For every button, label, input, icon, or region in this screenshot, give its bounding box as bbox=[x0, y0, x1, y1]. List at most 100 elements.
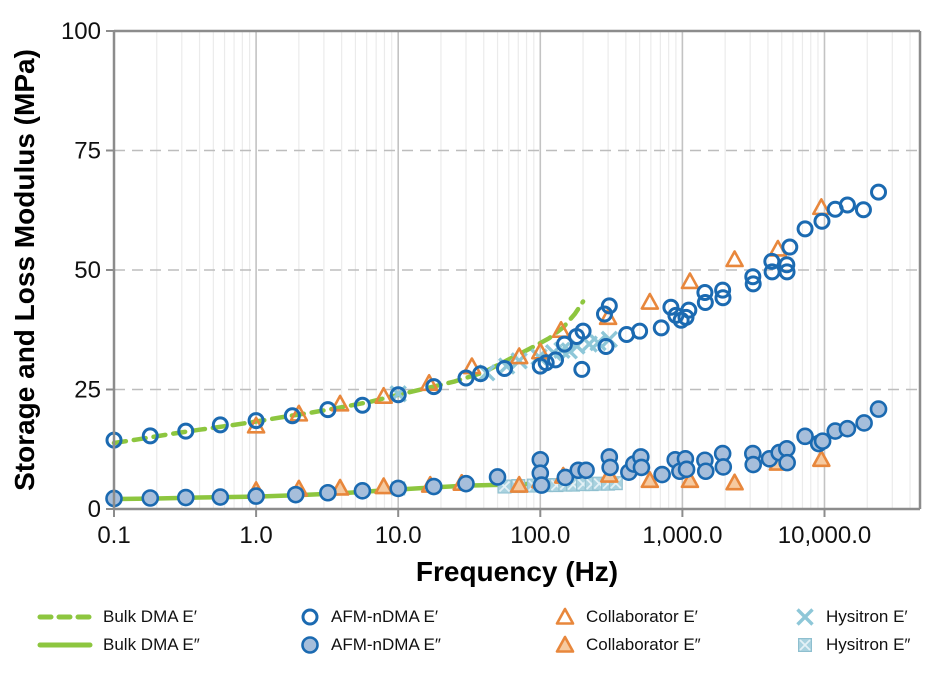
series-collaborator-e′ bbox=[246, 198, 831, 434]
data-point bbox=[744, 455, 763, 474]
data-point bbox=[353, 396, 371, 414]
data-point bbox=[640, 471, 660, 489]
legend-label: Collaborator E″ bbox=[586, 635, 701, 654]
data-point bbox=[556, 468, 575, 487]
legend-item-afm-ndma-epp: AFM-nDMA E″ bbox=[298, 632, 441, 658]
data-point bbox=[389, 479, 407, 498]
data-point bbox=[714, 289, 732, 307]
data-point bbox=[141, 427, 159, 445]
data-point bbox=[577, 461, 595, 480]
legend-label: Bulk DMA E″ bbox=[103, 635, 200, 654]
axis-ticks bbox=[106, 30, 826, 517]
legend-item-afm-ndma-ep: AFM-nDMA E′ bbox=[298, 604, 438, 630]
data-point bbox=[812, 449, 831, 468]
data-point bbox=[353, 482, 372, 500]
legend-item-bulk-dma-epp: Bulk DMA E″ bbox=[36, 632, 200, 658]
data-point bbox=[537, 354, 555, 372]
data-point bbox=[498, 480, 511, 493]
data-point bbox=[211, 416, 229, 434]
legend-item-collab-ep: Collaborator E′ bbox=[553, 604, 698, 630]
legend-item-hysitron-ep: Hysitron E′ bbox=[793, 604, 908, 630]
data-point bbox=[680, 272, 700, 290]
data-point bbox=[301, 636, 319, 654]
circle-filled-icon bbox=[301, 636, 319, 654]
major-gridlines bbox=[114, 31, 920, 509]
y-tick-label: 25 bbox=[74, 377, 101, 404]
data-point bbox=[547, 351, 565, 369]
x-tick-label: 10,000.0 bbox=[778, 522, 871, 549]
data-point bbox=[532, 476, 551, 494]
data-point bbox=[677, 460, 696, 479]
x-axis-title: Frequency (Hz) bbox=[416, 556, 618, 587]
legend-label: AFM-nDMA E″ bbox=[331, 635, 441, 654]
legend-item-hysitron-epp: Hysitron E″ bbox=[793, 632, 910, 658]
data-point bbox=[472, 365, 490, 383]
series-afm-ndma-e′ bbox=[105, 183, 888, 449]
series-bulk-dma-e′ bbox=[111, 299, 586, 446]
data-point bbox=[374, 477, 393, 495]
data-point bbox=[778, 263, 796, 281]
data-point bbox=[509, 347, 529, 365]
data-point bbox=[247, 487, 265, 505]
legend-item-collab-epp: Collaborator E″ bbox=[553, 632, 701, 658]
data-point bbox=[597, 337, 615, 355]
data-point bbox=[796, 427, 814, 446]
data-point bbox=[389, 386, 407, 404]
legend-label: AFM-nDMA E′ bbox=[331, 607, 439, 626]
data-point bbox=[813, 212, 831, 230]
data-point bbox=[589, 333, 607, 352]
data-point bbox=[319, 401, 337, 419]
data-point bbox=[812, 198, 831, 216]
data-point bbox=[573, 360, 591, 378]
x-tick-label: 1.0 bbox=[239, 522, 272, 549]
data-point bbox=[374, 386, 393, 404]
data-point bbox=[714, 281, 732, 299]
y-tick-label: 50 bbox=[74, 257, 101, 284]
data-point bbox=[640, 292, 660, 310]
data-point bbox=[632, 458, 651, 477]
data-point bbox=[211, 488, 230, 506]
y-axis-title: Storage and Loss Modulus (MPa) bbox=[9, 49, 40, 491]
solid-line-icon bbox=[37, 642, 93, 648]
triangle-open-icon bbox=[555, 607, 575, 625]
data-point bbox=[283, 407, 301, 425]
x-tick-label: 100.0 bbox=[510, 522, 570, 549]
data-point bbox=[601, 458, 619, 477]
data-point bbox=[574, 322, 592, 340]
x-mark-icon bbox=[796, 608, 814, 626]
data-point bbox=[330, 394, 350, 412]
y-tick-labels: 0 25 50 75 100 bbox=[61, 18, 101, 523]
data-point bbox=[496, 359, 514, 377]
data-point bbox=[653, 465, 671, 484]
data-point bbox=[781, 238, 799, 256]
x-tick-label: 10.0 bbox=[375, 522, 422, 549]
data-point bbox=[725, 473, 744, 491]
data-point bbox=[141, 489, 160, 507]
data-point bbox=[744, 275, 762, 293]
data-point bbox=[869, 400, 888, 418]
data-point bbox=[555, 635, 575, 653]
data-point bbox=[425, 378, 443, 396]
x-tick-label: 0.1 bbox=[97, 522, 130, 549]
legend-label: Hysitron E″ bbox=[826, 635, 911, 654]
legend-label: Bulk DMA E′ bbox=[103, 607, 197, 626]
data-point bbox=[631, 322, 649, 340]
data-point bbox=[488, 468, 507, 486]
dash-line-icon bbox=[37, 614, 93, 620]
circle-open-icon bbox=[301, 608, 319, 626]
data-point bbox=[286, 485, 305, 504]
data-point bbox=[696, 462, 715, 481]
y-tick-label: 100 bbox=[61, 18, 101, 45]
y-tick-label: 75 bbox=[74, 138, 101, 165]
data-point bbox=[714, 458, 733, 476]
square-x-icon bbox=[798, 638, 812, 652]
series-line bbox=[111, 299, 586, 446]
data-point bbox=[680, 301, 698, 319]
data-point bbox=[610, 477, 622, 489]
y-tick-label: 0 bbox=[88, 496, 101, 523]
legend-label: Hysitron E′ bbox=[826, 607, 908, 626]
plot-frame bbox=[112, 29, 922, 511]
data-point bbox=[177, 422, 195, 440]
data-point bbox=[854, 201, 872, 219]
